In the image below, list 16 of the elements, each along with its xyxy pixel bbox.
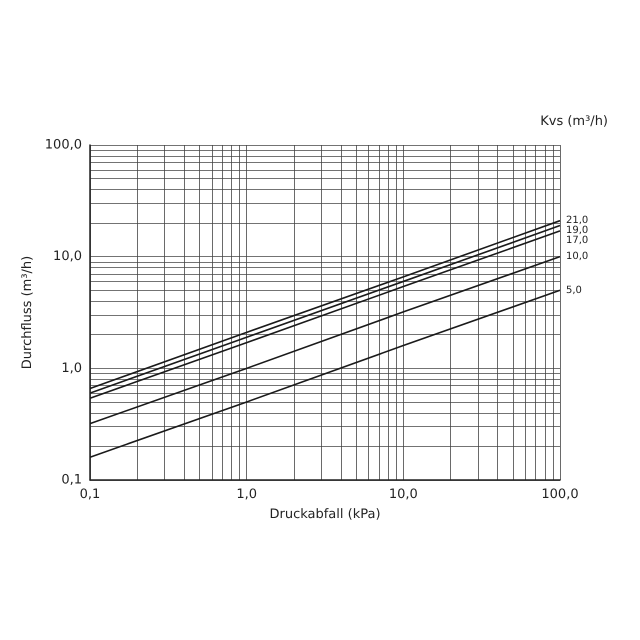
y-tick-label: 100,0 bbox=[44, 138, 82, 152]
x-tick-label: 0,1 bbox=[80, 487, 100, 502]
y-tick-label: 1,0 bbox=[61, 360, 82, 376]
series-label: 5,0 bbox=[566, 284, 582, 296]
series-label: 21,0 bbox=[566, 215, 588, 226]
series-label: 17,0 bbox=[566, 235, 588, 246]
x-axis-title: Druckabfall (kPa) bbox=[269, 507, 381, 522]
y-axis-title: Durchfluss (m³/h) bbox=[20, 256, 35, 370]
x-tick-label: 100,0 bbox=[541, 487, 579, 502]
series-label: 19,0 bbox=[566, 225, 588, 236]
y-tick-label: 10,0 bbox=[53, 249, 82, 264]
y-tick-label: 0,1 bbox=[61, 472, 82, 488]
x-tick-label: 1,0 bbox=[236, 487, 258, 502]
series-label: 10,0 bbox=[566, 251, 588, 262]
legend-title: Kvs (m³/h) bbox=[540, 114, 608, 129]
x-tick-label: 10,0 bbox=[388, 487, 418, 502]
